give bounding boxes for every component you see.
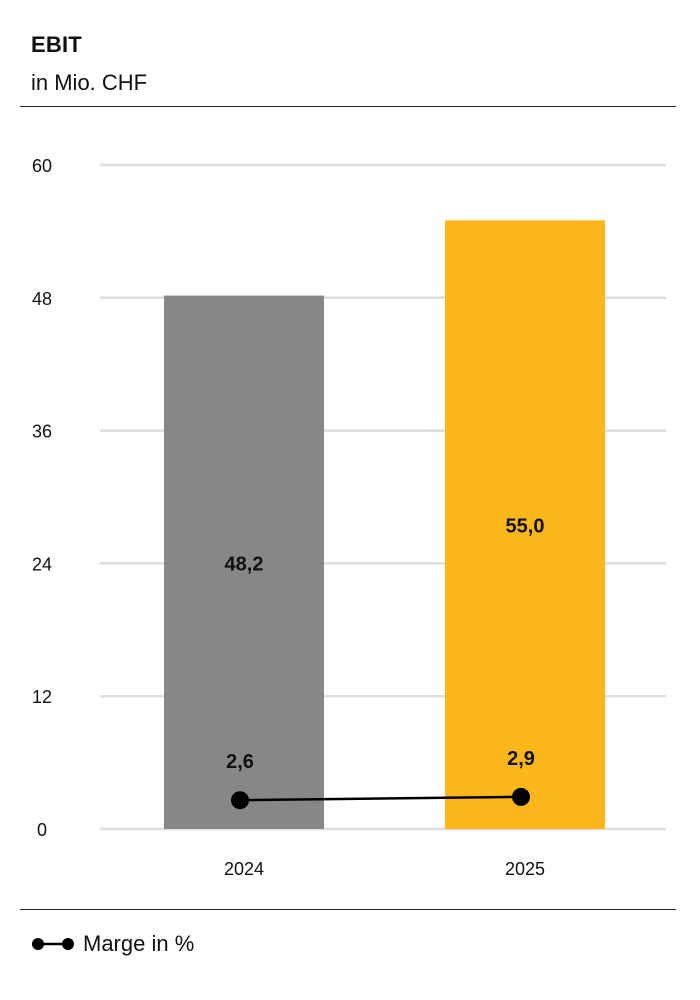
y-tick-label: 12 [32,687,52,707]
y-tick-label: 24 [32,554,52,574]
chart-title: EBIT [31,32,82,57]
margin-value-label: 2,9 [507,748,535,770]
y-axis-ticks: 0 12 24 36 48 60 [32,156,52,840]
bar-2025 [445,220,605,830]
bar-value-label: 48,2 [225,553,264,575]
ebit-chart: 0 12 24 36 48 60 48,2 55,0 2024 2025 2,6 2,9 [32,156,666,879]
y-tick-label: 0 [37,820,47,840]
margin-value-label: 2,6 [226,751,254,773]
bar-value-label: 55,0 [506,516,545,538]
margin-line-layer: 2,6 2,9 [226,748,535,810]
y-tick-label: 48 [32,289,52,309]
legend: Marge in % [31,928,194,960]
legend-line-marker-icon [32,938,74,950]
margin-point-2024 [231,791,249,810]
bar-layer [164,220,605,830]
bar-label-layer: 48,2 55,0 [225,516,545,576]
bar-2024 [164,295,324,829]
legend-label-marge: Marge in % [83,931,195,956]
x-tick-label: 2025 [505,859,545,879]
margin-line [239,795,522,802]
x-tick-label: 2024 [224,859,264,879]
y-tick-label: 36 [32,422,52,442]
legend-divider [20,909,676,910]
margin-point-2025 [512,787,530,806]
x-axis-ticks: 2024 2025 [224,859,545,879]
header-divider [20,106,676,107]
chart-subtitle: in Mio. CHF [31,70,148,95]
y-tick-label: 60 [32,156,52,176]
